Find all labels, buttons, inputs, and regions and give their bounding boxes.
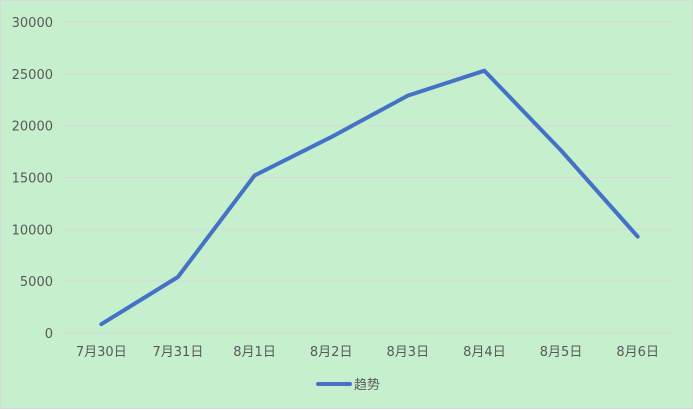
x-tick-label: 7月31日 [153,345,204,360]
legend-label-trend: 趋势 [354,377,380,393]
x-tick-label: 8月3日 [387,345,430,360]
y-axis: 0 5000 10000 15000 20000 25000 30000 [12,16,53,342]
data-point [636,235,640,239]
x-tick-label: 8月4日 [463,345,506,360]
data-point [406,94,410,98]
y-tick-label: 30000 [12,16,53,31]
x-axis: 7月30日 7月31日 8月1日 8月2日 8月3日 8月4日 8月5日 8月6日 [76,345,659,360]
y-tick-label: 15000 [12,172,53,187]
legend: 趋势 [316,377,380,393]
series-line-trend [99,68,640,327]
data-point [99,322,103,326]
y-tick-label: 5000 [20,275,53,290]
x-tick-label: 8月2日 [310,345,353,360]
x-tick-label: 8月5日 [540,345,583,360]
y-tick-label: 0 [45,327,53,342]
data-point [559,149,563,153]
y-tick-label: 20000 [12,120,53,135]
x-tick-label: 8月6日 [616,345,659,360]
data-point [176,275,180,279]
y-tick-label: 25000 [12,68,53,83]
y-tick-label: 10000 [12,223,53,238]
x-tick-label: 8月1日 [233,345,276,360]
data-point [482,69,486,73]
series-layer [99,68,640,327]
data-point [253,173,257,177]
gridlines [63,21,676,334]
x-tick-label: 7月30日 [76,345,127,360]
data-point [329,135,333,139]
